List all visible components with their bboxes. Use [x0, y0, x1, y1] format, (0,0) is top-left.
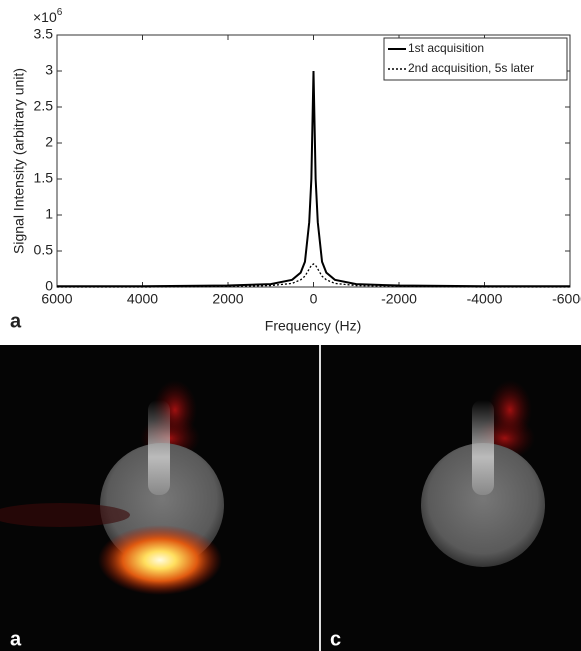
series-line: [57, 70, 570, 288]
x-tick-label: -6000: [552, 291, 581, 307]
x-axis-label: Frequency (Hz): [265, 318, 361, 334]
y-tick-label: 3.5: [34, 26, 54, 42]
panel-label: a: [10, 628, 22, 650]
y-multiplier: ×106: [33, 7, 63, 25]
y-axis-label: Signal Intensity (arbitrary unit): [11, 68, 27, 254]
rod: [472, 400, 494, 495]
y-tick-label: 0: [45, 278, 53, 294]
sphere: [421, 443, 545, 567]
x-tick-label: 2000: [212, 291, 243, 307]
y-multiplier-exponent: 6: [57, 7, 63, 18]
red-blob: [488, 380, 532, 440]
image-divider: [319, 345, 321, 651]
x-tick-label: 0: [310, 291, 318, 307]
legend: 1st acquisition 2nd acquisition, 5s later: [383, 37, 568, 81]
x-tick-label: -2000: [381, 291, 417, 307]
x-tick-label: 4000: [127, 291, 158, 307]
series-line: [57, 263, 570, 288]
y-tick-label: 2.5: [34, 98, 54, 114]
y-tick-label: 1.5: [34, 170, 54, 186]
x-tick-label: 6000: [41, 291, 72, 307]
panel-label: c: [330, 628, 341, 650]
rod: [148, 400, 170, 495]
legend-box: [383, 37, 568, 81]
y-tick-label: 3: [45, 62, 53, 78]
legend-label: 2nd acquisition, 5s later: [408, 61, 534, 75]
y-multiplier-base: ×10: [33, 9, 57, 25]
legend-label: 1st acquisition: [408, 41, 484, 55]
y-tick-label: 2: [45, 134, 53, 150]
y-tick-label: 1: [45, 206, 53, 222]
red-band: [0, 503, 130, 527]
images: a c: [0, 345, 581, 651]
hot-spot: [98, 525, 222, 595]
y-tick-label: 0.5: [34, 242, 54, 258]
x-tick-label: -4000: [467, 291, 503, 307]
panel-label: a: [10, 310, 22, 332]
